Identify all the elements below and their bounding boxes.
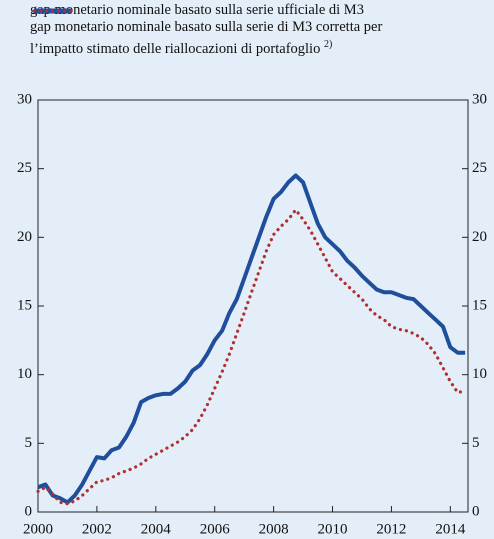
x-tick-label: 2012 <box>376 521 406 537</box>
y2-tick-label: 20 <box>472 229 487 245</box>
y2-tick-label: 15 <box>472 297 487 313</box>
x-tick-label: 2008 <box>259 521 289 537</box>
plot-area <box>37 99 469 513</box>
y-tick-label: 25 <box>17 160 32 176</box>
y-tick-label: 5 <box>25 435 33 451</box>
y-tick-label: 0 <box>25 503 33 519</box>
y2-tick-label: 5 <box>472 435 480 451</box>
legend: gap monetario nominale basato sulla seri… <box>30 2 490 58</box>
x-tick-label: 2002 <box>82 521 112 537</box>
series-line <box>36 207 467 506</box>
y2-tick-label: 30 <box>472 91 487 107</box>
y-tick-label: 10 <box>17 366 32 382</box>
x-tick-label: 2006 <box>200 521 231 537</box>
x-tick-label: 2004 <box>141 521 172 537</box>
legend-label: gap monetario nominale basato sulla seri… <box>30 19 426 58</box>
legend-key <box>32 9 74 13</box>
x-tick-label: 2010 <box>318 521 348 537</box>
legend-label: gap monetario nominale basato sulla seri… <box>30 2 426 19</box>
y2-tick-label: 25 <box>472 160 487 176</box>
legend-entry: gap monetario nominale basato sulla seri… <box>30 2 490 19</box>
series-line <box>37 173 466 505</box>
legend-text: gap monetario nominale basato sulla seri… <box>30 2 364 18</box>
y2-tick-label: 10 <box>472 366 487 382</box>
y-tick-label: 15 <box>17 297 32 313</box>
y-tick-label: 20 <box>17 229 32 245</box>
legend-entry: gap monetario nominale basato sulla seri… <box>30 9 490 58</box>
x-tick-label: 2000 <box>23 521 53 537</box>
y-tick-label: 30 <box>17 91 32 107</box>
legend-note: 2) <box>323 39 333 50</box>
x-tick-label: 2014 <box>435 521 466 537</box>
y2-tick-label: 0 <box>472 503 480 519</box>
legend-text: gap monetario nominale basato sulla seri… <box>30 19 383 57</box>
